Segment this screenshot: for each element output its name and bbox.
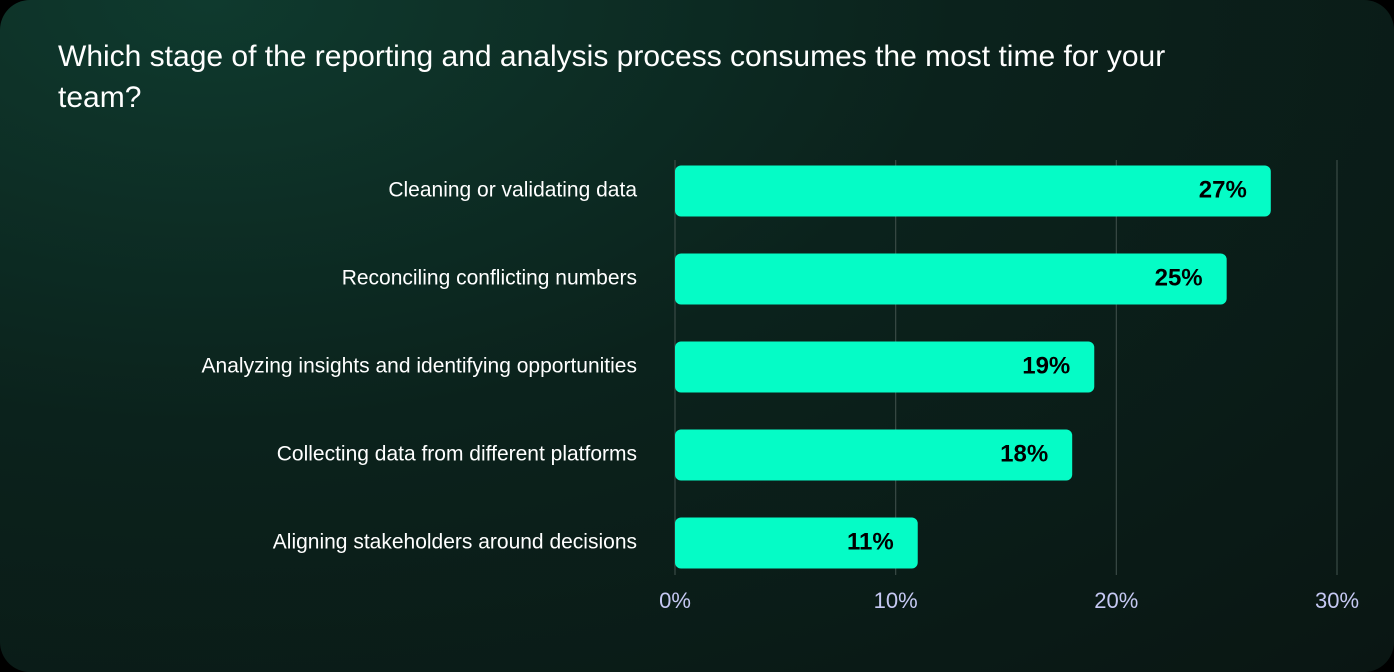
- x-tick-label: 30%: [1315, 588, 1359, 613]
- bar: [675, 253, 1227, 305]
- value-label: 25%: [1155, 264, 1203, 291]
- value-label: 18%: [1000, 440, 1048, 467]
- category-label: Collecting data from different platforms: [277, 443, 637, 466]
- x-tick-label: 20%: [1094, 588, 1138, 613]
- value-label: 11%: [847, 528, 894, 555]
- category-label: Reconciling conflicting numbers: [342, 267, 637, 290]
- category-label: Analyzing insights and identifying oppor…: [202, 355, 637, 378]
- bar: [675, 429, 1073, 481]
- category-label: Aligning stakeholders around decisions: [273, 531, 637, 554]
- value-label: 19%: [1022, 352, 1070, 379]
- bar: [675, 165, 1271, 217]
- x-tick-label: 10%: [874, 588, 918, 613]
- value-label: 27%: [1199, 176, 1247, 203]
- bar: [675, 341, 1095, 393]
- category-label: Cleaning or validating data: [388, 179, 637, 202]
- x-tick-label: 0%: [659, 588, 691, 613]
- chart-title: Which stage of the reporting and analysi…: [58, 40, 1166, 114]
- bar: [675, 517, 918, 569]
